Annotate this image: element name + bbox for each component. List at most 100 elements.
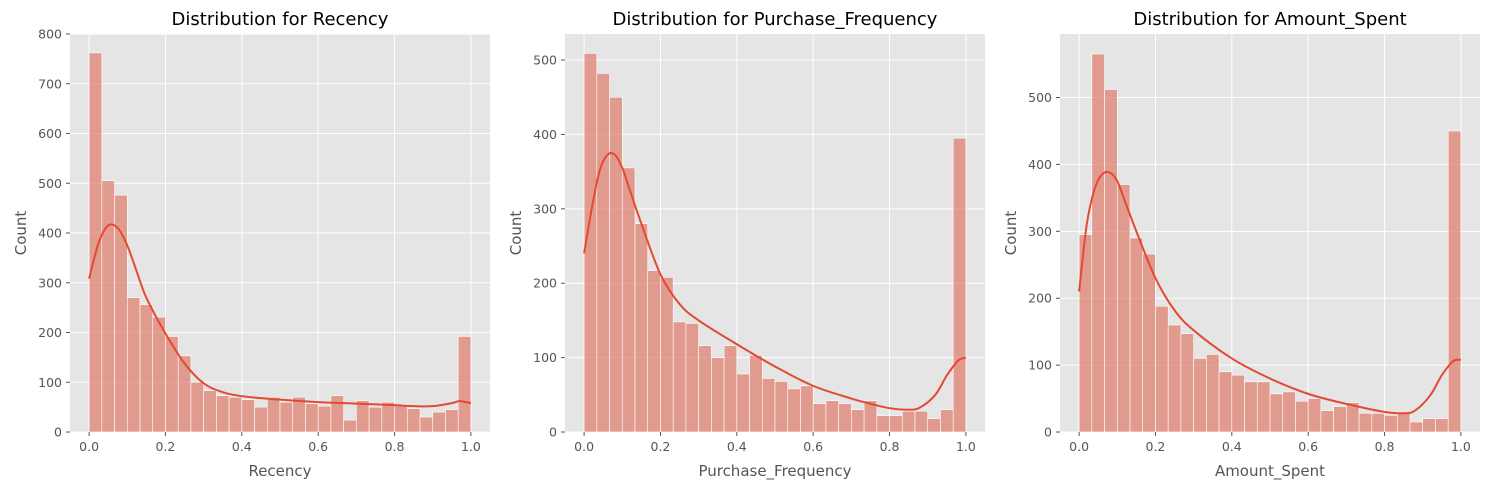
histogram-bar: [685, 323, 699, 433]
x-tick-label: 0.2: [651, 439, 671, 454]
histogram-bar: [216, 395, 230, 433]
x-tick-label: 0.2: [1146, 439, 1166, 454]
chart-panel-3: 0 100 200 300 400 500 0.0 0.2 0.4 0.6 0.8 1.0 Distri…: [1002, 9, 1480, 481]
histogram-bar: [1307, 398, 1322, 433]
x-tick-label: 0.6: [1298, 439, 1318, 454]
x-tick-label: 0.8: [880, 439, 900, 454]
histogram-bar: [1435, 418, 1449, 433]
histogram-bar: [609, 96, 623, 433]
histogram-bar: [1206, 354, 1220, 433]
histogram-bar: [1320, 410, 1334, 433]
y-tick-label: 100: [533, 350, 557, 365]
histogram-bar: [1129, 237, 1144, 433]
histogram-bar: [1116, 184, 1131, 433]
histogram-bar: [139, 304, 154, 433]
histogram-bar: [1231, 374, 1245, 433]
histogram-bar: [1193, 358, 1207, 433]
histogram-bar: [1295, 400, 1309, 433]
histogram-bar: [266, 396, 281, 433]
x-tick-label: 1.0: [461, 439, 481, 454]
x-tick-label: 1.0: [1451, 439, 1471, 454]
histogram-bar: [723, 345, 738, 433]
y-axis-label: Count: [1002, 211, 1020, 256]
histogram-bar: [1078, 234, 1093, 433]
y-tick-label: 400: [38, 226, 62, 241]
y-tick-label: 500: [1028, 90, 1052, 105]
kde-line: [1078, 170, 1462, 415]
histogram-bar: [838, 403, 852, 433]
chart-panel-2: 0 100 200 300 400 500 0.0 0.2 0.4 0.6 0.8 1.0 Distri…: [507, 9, 985, 481]
histogram-bar: [1269, 393, 1284, 433]
histogram-bar: [749, 355, 763, 433]
x-tick-label: 0.8: [1375, 439, 1395, 454]
x-tick-label: 0.6: [308, 439, 328, 454]
histogram-bar: [1091, 53, 1105, 433]
histogram-bar: [254, 406, 268, 433]
histogram-bar: [927, 418, 941, 433]
histogram-bar: [621, 167, 636, 433]
histogram-bar: [889, 415, 903, 433]
histogram-bar: [711, 357, 725, 433]
histogram-bar: [203, 390, 217, 433]
histogram-bar: [101, 180, 115, 433]
histogram-bar: [1142, 253, 1156, 433]
histogram-bar: [1447, 130, 1462, 433]
histogram-bar: [634, 223, 649, 433]
x-tick-label: 0.0: [1069, 439, 1089, 454]
histogram-bar: [419, 416, 434, 433]
histogram-bar: [914, 410, 929, 433]
histogram-bar: [1180, 333, 1194, 433]
histogram-bar: [356, 400, 370, 433]
histogram-bar: [812, 403, 827, 433]
chart-panel-1: 0 100 200 300 400 500 600 700 800 0.0 0.2 0.4 0.6 0.8…: [12, 9, 490, 480]
y-tick-label: 300: [1028, 224, 1052, 239]
x-tick-label: 0.4: [1222, 439, 1242, 454]
histogram-bar: [1282, 391, 1296, 433]
x-tick-label: 0.2: [156, 439, 176, 454]
y-tick-label: 400: [1028, 157, 1052, 172]
histogram-bar: [445, 409, 459, 433]
histogram-bar: [394, 404, 408, 433]
y-tick-label: 300: [38, 275, 62, 290]
histogram-bar: [432, 411, 446, 433]
histogram-bar: [381, 401, 395, 433]
y-tick-label: 200: [533, 276, 557, 291]
histogram-bar: [1244, 381, 1258, 433]
histogram-bar: [279, 401, 294, 433]
histogram-bar: [787, 388, 801, 433]
histogram-bar: [1155, 305, 1169, 433]
histogram-bar: [736, 373, 750, 433]
histogram-bar: [1384, 414, 1398, 433]
histogram-bar: [317, 405, 332, 433]
histogram-bar: [292, 396, 306, 433]
chart-title: Distribution for Recency: [172, 9, 389, 30]
histogram-bar: [1104, 89, 1118, 433]
histogram-bar: [241, 399, 255, 433]
y-tick-label: 300: [533, 201, 557, 216]
kde-line: [583, 152, 967, 411]
histogram-bar: [660, 276, 674, 433]
x-tick-label: 1.0: [956, 439, 976, 454]
x-axis-label: Recency: [248, 462, 311, 480]
histogram-bar: [152, 316, 166, 433]
y-axis-label: Count: [507, 211, 525, 256]
x-tick-label: 0.4: [727, 439, 747, 454]
histogram-bar: [330, 395, 344, 433]
histogram-bar: [1422, 418, 1436, 433]
histogram-bar: [305, 403, 319, 433]
y-axis-label: Count: [12, 211, 30, 256]
histogram-bar: [1218, 371, 1233, 433]
histogram-bar: [940, 409, 954, 433]
histogram-bar: [1409, 421, 1424, 433]
x-axis-label: Purchase_Frequency: [698, 462, 851, 481]
histogram-bar: [596, 73, 610, 433]
histogram-bar: [761, 378, 776, 433]
y-tick-label: 500: [38, 176, 62, 191]
histogram-bar: [825, 400, 839, 433]
histogram-bar: [800, 385, 814, 433]
histogram-bar: [901, 410, 916, 433]
chart-title: Distribution for Amount_Spent: [1133, 9, 1406, 30]
histogram-bar: [368, 406, 383, 433]
histogram-bar: [672, 321, 687, 433]
